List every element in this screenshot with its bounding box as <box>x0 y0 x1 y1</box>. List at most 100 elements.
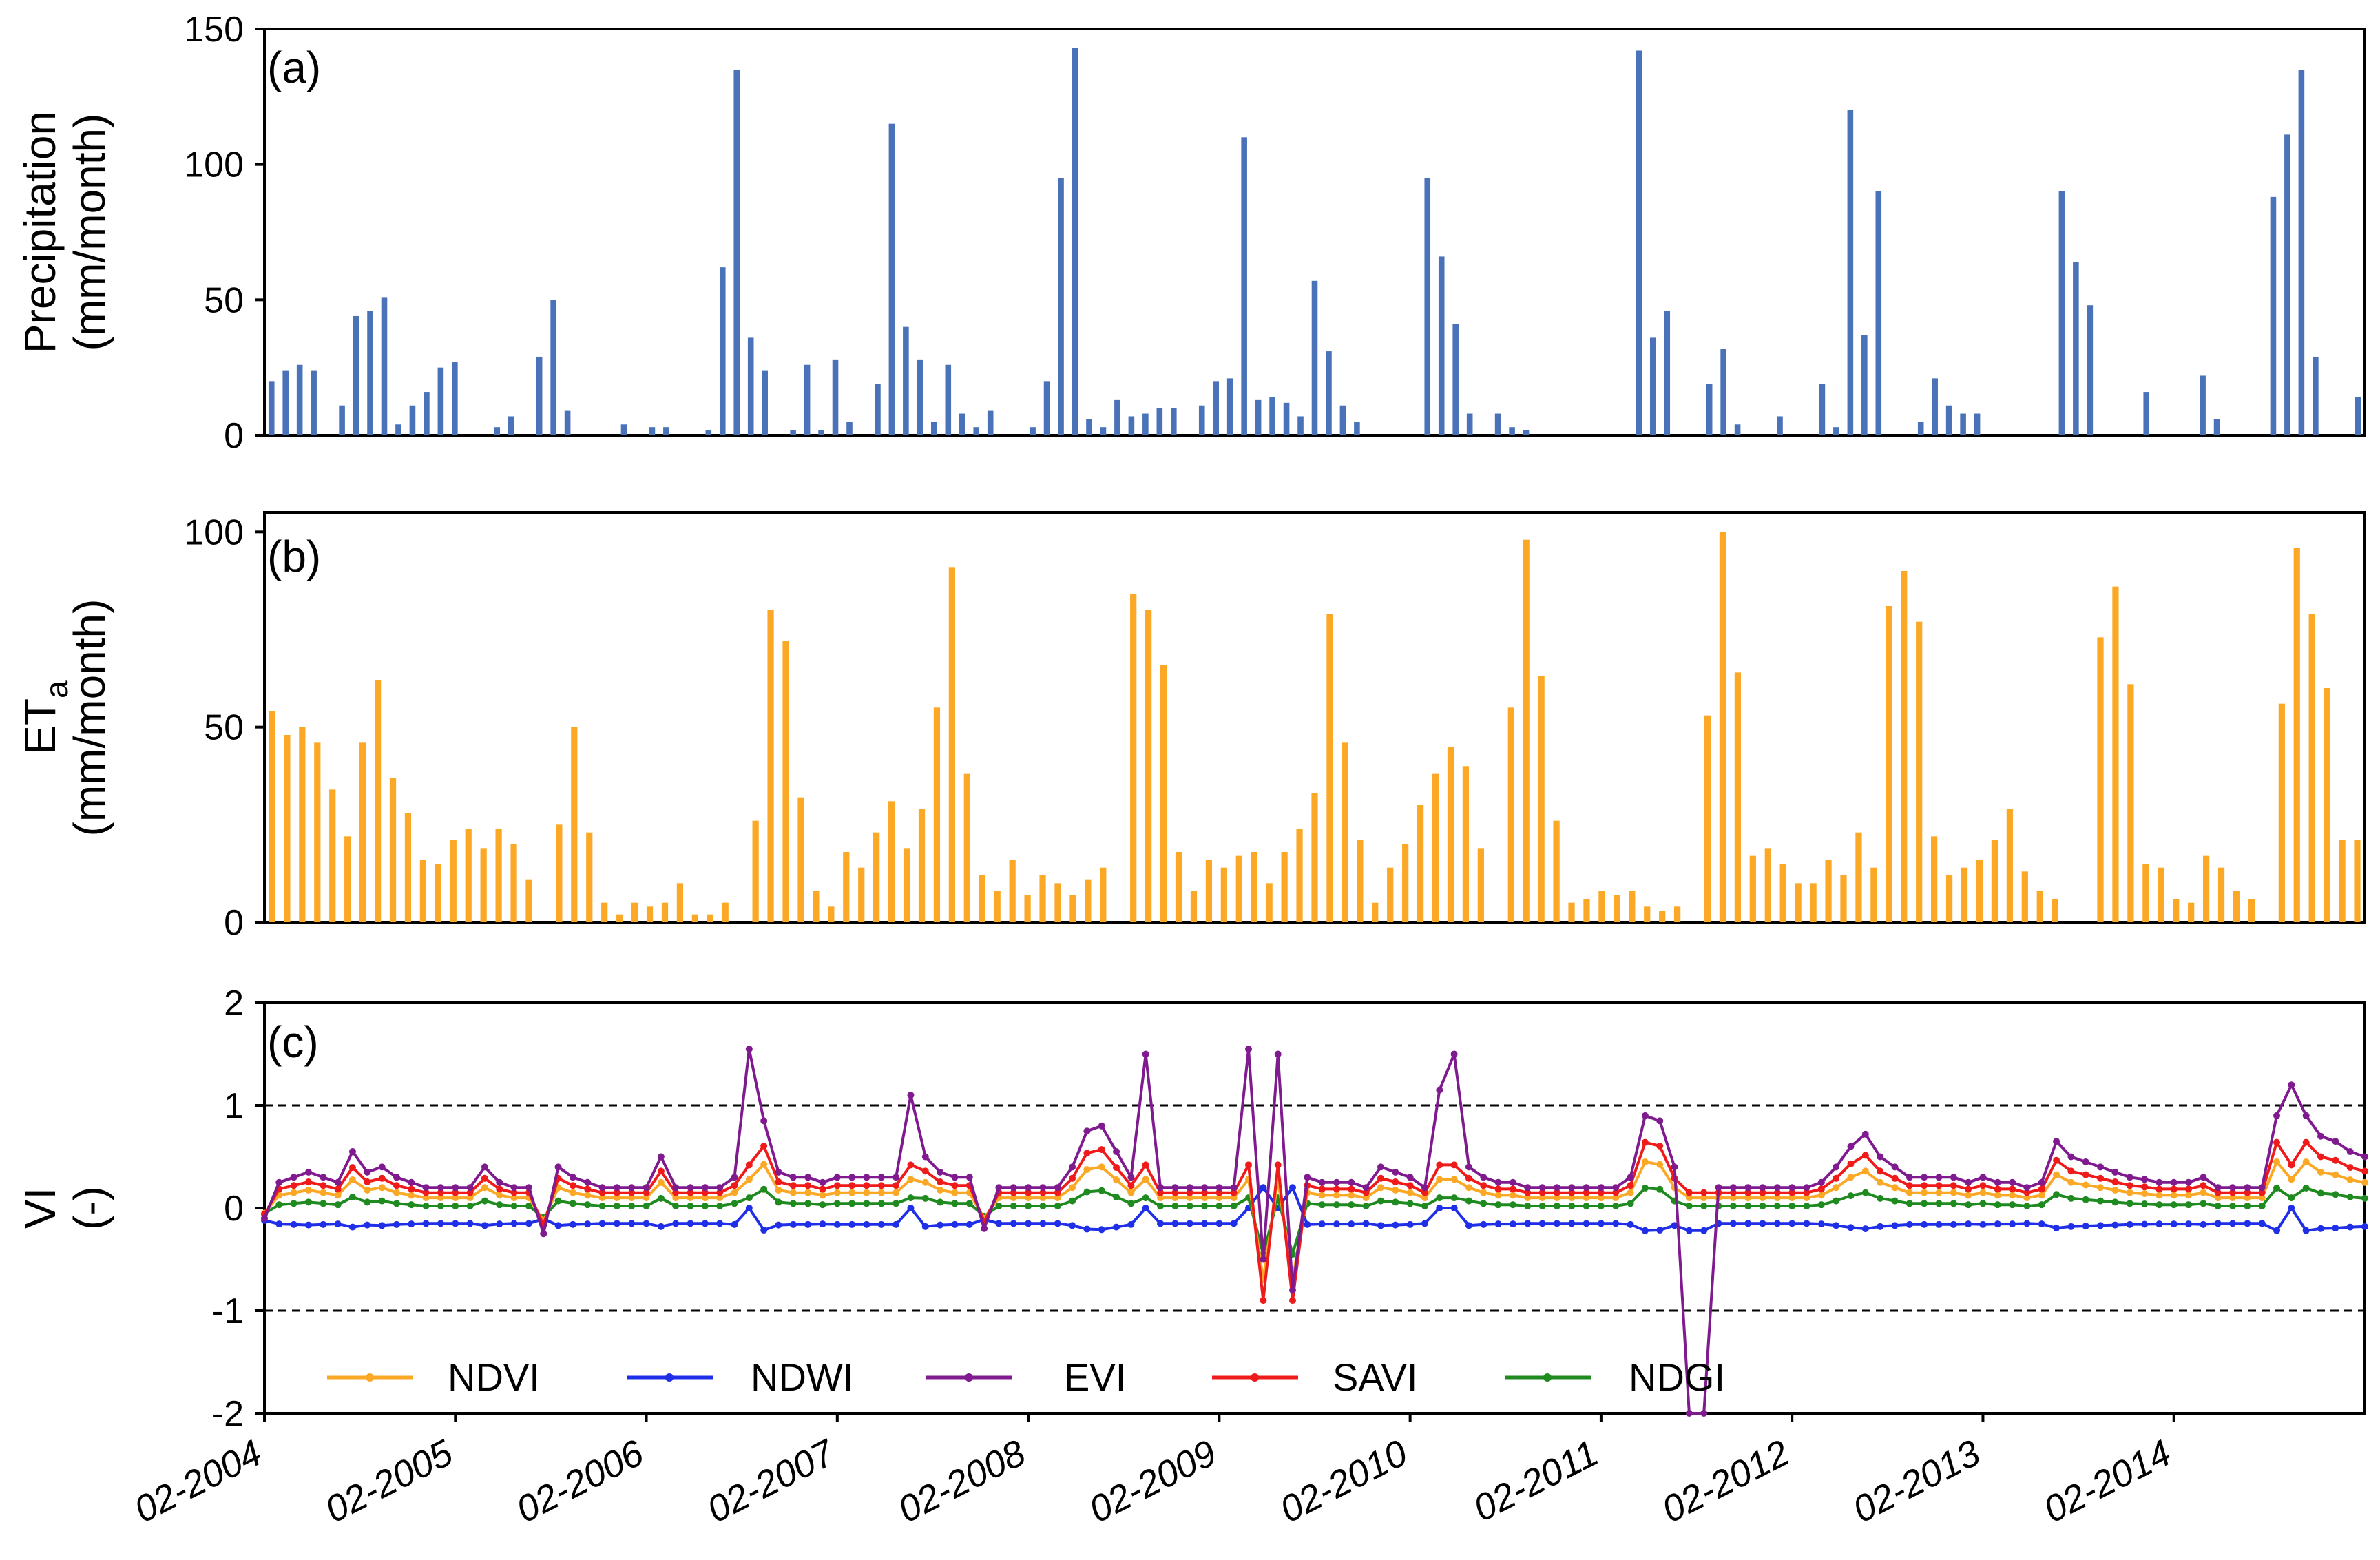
series-point-ndwi <box>2317 1225 2325 1232</box>
series-point-evi <box>334 1178 342 1186</box>
series-point-ndgi <box>348 1193 356 1200</box>
series-point-ndwi <box>1847 1224 1855 1231</box>
eta-bar-108 <box>1901 571 1908 922</box>
precip-bar-121 <box>1974 413 1981 435</box>
series-point-ndwi <box>1025 1220 1032 1227</box>
precip-bar-8 <box>381 297 388 435</box>
series-point-savi <box>701 1189 709 1196</box>
eta-bar-16 <box>510 844 517 922</box>
ytick-label: -2 <box>212 1394 244 1434</box>
series-point-savi <box>2053 1156 2060 1164</box>
eta-bar-82 <box>1507 707 1514 922</box>
series-point-ndgi <box>1436 1194 1443 1202</box>
series-point-savi <box>2126 1182 2133 1189</box>
precip-bar-102 <box>1706 384 1713 435</box>
legend-item-ndwi: NDWI <box>627 1355 853 1399</box>
series-point-ndvi <box>2258 1194 2266 1202</box>
precip-bar-143 <box>2284 134 2290 435</box>
series-point-savi <box>1906 1182 1913 1189</box>
series-point-ndgi <box>1847 1192 1855 1200</box>
precip-bar-1 <box>282 370 289 435</box>
series-point-ndgi <box>1583 1203 1590 1210</box>
series-point-ndwi <box>1553 1220 1560 1227</box>
series-point-savi <box>907 1161 915 1169</box>
ylabel-b-line2: (mm/month) <box>65 599 114 837</box>
series-point-ndwi <box>833 1220 841 1228</box>
series-point-ndvi <box>1641 1158 1649 1165</box>
precip-bar-28 <box>663 427 669 435</box>
series-point-savi <box>1538 1189 1546 1196</box>
series-point-evi <box>937 1168 944 1176</box>
series-point-ndvi <box>745 1176 753 1183</box>
series-point-ndgi <box>496 1201 503 1209</box>
series-point-evi <box>437 1184 444 1192</box>
series-point-ndgi <box>1215 1203 1223 1210</box>
series-point-ndwi <box>422 1220 430 1227</box>
series-point-savi <box>1877 1167 1884 1175</box>
series-point-evi <box>819 1178 826 1186</box>
series-point-ndvi <box>907 1176 915 1183</box>
eta-bar-129 <box>2217 867 2225 922</box>
precip-bar-113 <box>1861 335 1868 435</box>
eta-bar-69 <box>1311 793 1318 922</box>
series-point-savi <box>1524 1189 1532 1196</box>
eta-bar-60 <box>1175 852 1182 922</box>
series-point-ndvi <box>2361 1178 2368 1186</box>
series-point-ndvi <box>481 1184 488 1192</box>
eta-bar-13 <box>465 829 472 922</box>
series-point-ndvi <box>1039 1194 1047 1202</box>
precip-bar-39 <box>818 430 824 435</box>
series-point-ndwi <box>628 1220 636 1227</box>
precip-bar-55 <box>1043 381 1050 435</box>
series-point-savi <box>2361 1167 2368 1175</box>
series-point-savi <box>2258 1189 2266 1196</box>
series-point-evi <box>1627 1174 1634 1181</box>
precip-bar-32 <box>719 267 726 435</box>
series-point-savi <box>1921 1182 1928 1189</box>
series-point-ndvi <box>320 1189 327 1196</box>
series-point-ndwi <box>2097 1222 2105 1229</box>
series-point-ndgi <box>2111 1198 2119 1206</box>
series-point-ndgi <box>1186 1203 1193 1210</box>
series-point-ndwi <box>1127 1220 1135 1228</box>
series-point-ndgi <box>1450 1194 1458 1202</box>
series-point-ndvi <box>1773 1194 1781 1202</box>
series-point-ndgi <box>1773 1203 1781 1210</box>
series-point-evi <box>393 1174 400 1181</box>
series-point-ndgi <box>510 1203 518 1210</box>
eta-bar-71 <box>1342 742 1348 922</box>
series-point-ndgi <box>1906 1200 1913 1207</box>
ytick-label: 50 <box>204 280 244 320</box>
series-point-ndvi <box>1083 1166 1091 1174</box>
panel-c-label: (c) <box>267 1017 319 1067</box>
eta-bar-11 <box>435 864 441 922</box>
series-point-ndvi <box>1877 1178 1884 1186</box>
series-point-ndgi <box>1568 1203 1576 1210</box>
series-point-ndgi <box>745 1194 753 1202</box>
series-point-evi <box>1538 1184 1546 1192</box>
series-point-ndvi <box>1333 1192 1340 1199</box>
series-point-ndgi <box>1921 1200 1928 1207</box>
series-point-evi <box>1142 1050 1149 1058</box>
series-point-ndvi <box>951 1189 959 1196</box>
series-point-ndwi <box>775 1221 782 1229</box>
series-point-evi <box>2332 1138 2339 1145</box>
series-point-ndwi <box>2155 1220 2163 1228</box>
series-point-ndvi <box>2214 1194 2222 1202</box>
series-point-evi <box>1098 1122 1105 1130</box>
precip-bar-49 <box>959 413 965 435</box>
eta-bar-83 <box>1523 539 1530 922</box>
series-point-ndvi <box>2317 1168 2325 1176</box>
series-point-ndgi <box>1538 1203 1546 1210</box>
series-point-evi <box>687 1184 694 1192</box>
series-point-ndgi <box>1994 1201 2001 1209</box>
series-point-evi <box>804 1174 812 1181</box>
series-point-evi <box>1524 1184 1532 1192</box>
series-point-ndvi <box>789 1189 797 1196</box>
series-point-ndwi <box>863 1220 870 1228</box>
precip-bar-44 <box>888 123 895 435</box>
series-point-ndgi <box>1935 1200 1943 1207</box>
series-point-ndvi <box>1583 1194 1590 1202</box>
series-point-ndgi <box>1333 1201 1340 1209</box>
series-point-savi <box>2200 1182 2207 1189</box>
